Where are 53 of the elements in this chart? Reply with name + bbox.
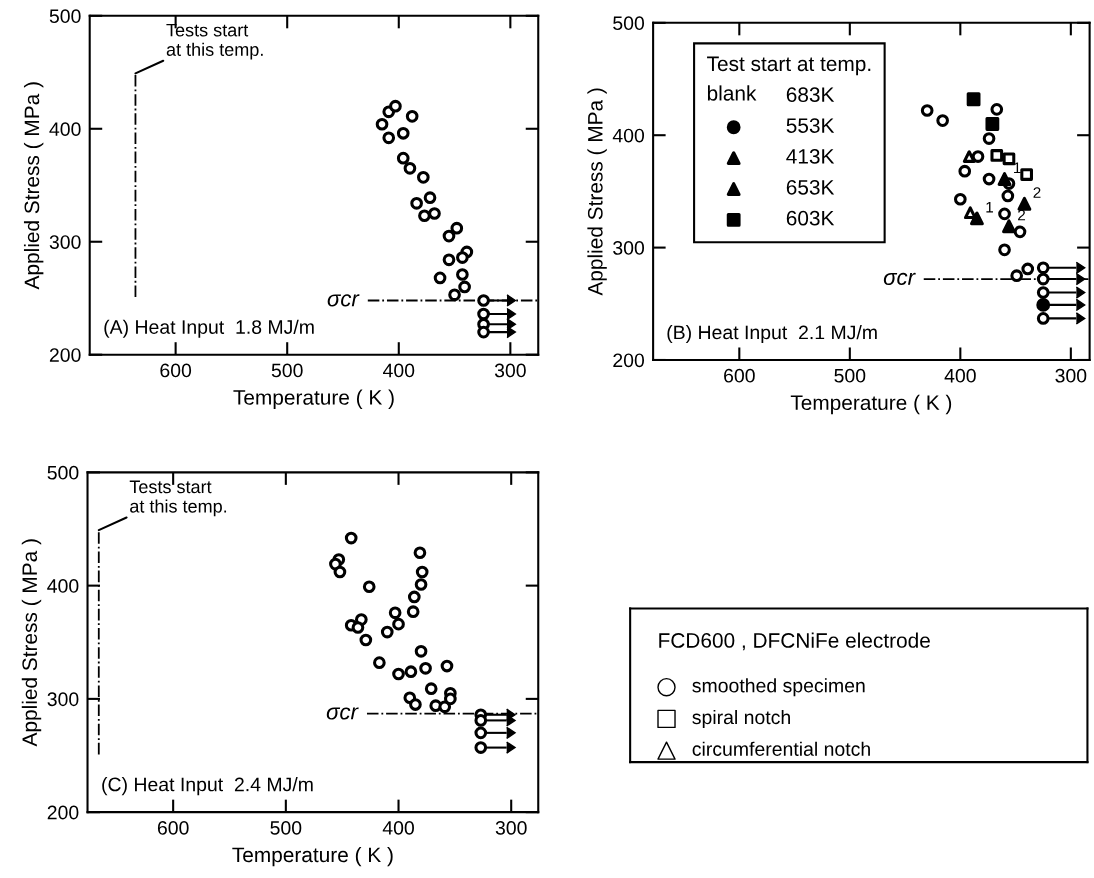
y-tick-label: 500: [47, 465, 79, 480]
y-axis-title: Applied Stress ( MPa ): [23, 82, 44, 290]
ref-line-label: σcr: [327, 294, 360, 307]
annotation: (C) Heat Input 2.4 MJ/m: [102, 777, 313, 796]
annotation: blank: [707, 85, 757, 101]
legend-label: 603K: [786, 210, 835, 226]
ref-line-label: σcr: [326, 707, 359, 720]
annotation: (B) Heat Input 2.1 MJ/m: [667, 325, 877, 344]
x-tick-label: 400: [382, 821, 414, 835]
annotation: 2: [1018, 209, 1026, 221]
y-tick-label: 400: [49, 122, 81, 137]
y-tick-label: 400: [47, 579, 79, 593]
y-tick-label: 300: [49, 235, 81, 249]
annotation: 683K: [786, 87, 835, 103]
x-tick-label: 300: [1055, 368, 1087, 383]
ref-line-label: σcr: [883, 272, 916, 286]
annotation: (A) Heat Input 1.8 MJ/m: [104, 319, 314, 338]
x-axis-title: Temperature ( K ): [232, 846, 393, 867]
legend-label: smoothed specimen: [692, 678, 865, 697]
x-tick-label: 600: [724, 368, 755, 383]
x-tick-label: 300: [494, 363, 526, 378]
legend-title: Test start at temp.: [707, 56, 871, 76]
legend-label: spiral notch: [692, 709, 790, 729]
y-tick-label: 500: [49, 9, 81, 24]
y-axis-title: Applied Stress ( MPa ): [21, 539, 42, 747]
legend-label: 553K: [786, 118, 835, 133]
annotation: 1: [986, 201, 993, 213]
annotation: Tests start at this temp.: [166, 23, 263, 60]
x-tick-label: 600: [160, 363, 192, 378]
y-tick-label: 400: [612, 128, 645, 143]
x-tick-label: 400: [383, 363, 415, 378]
x-tick-label: 400: [944, 368, 976, 383]
x-axis-title: Temperature ( K ): [790, 394, 952, 415]
x-tick-label: 300: [495, 821, 527, 835]
text: FCD600 , DFCNiFe electrode: [659, 632, 930, 651]
x-tick-label: 600: [157, 821, 189, 835]
y-tick-label: 500: [613, 16, 645, 31]
y-tick-label: 300: [613, 241, 645, 255]
y-axis-title: Applied Stress ( MPa ): [587, 88, 607, 296]
y-tick-label: 200: [613, 353, 645, 368]
legend-label: 413K: [786, 149, 835, 164]
annotation: Tests start at this temp.: [129, 480, 227, 517]
legend-label: circumferential notch: [692, 741, 870, 756]
x-tick-label: 500: [834, 368, 866, 383]
y-tick-label: 200: [47, 805, 79, 820]
annotation: 2: [1033, 187, 1041, 198]
x-tick-label: 500: [270, 821, 302, 835]
y-tick-label: 300: [47, 692, 79, 707]
annotation: 1: [1014, 162, 1021, 174]
legend-label: 653K: [786, 179, 835, 195]
x-axis-title: Temperature ( K ): [233, 389, 394, 409]
y-tick-label: 200: [49, 348, 81, 362]
x-tick-label: 500: [271, 363, 303, 378]
